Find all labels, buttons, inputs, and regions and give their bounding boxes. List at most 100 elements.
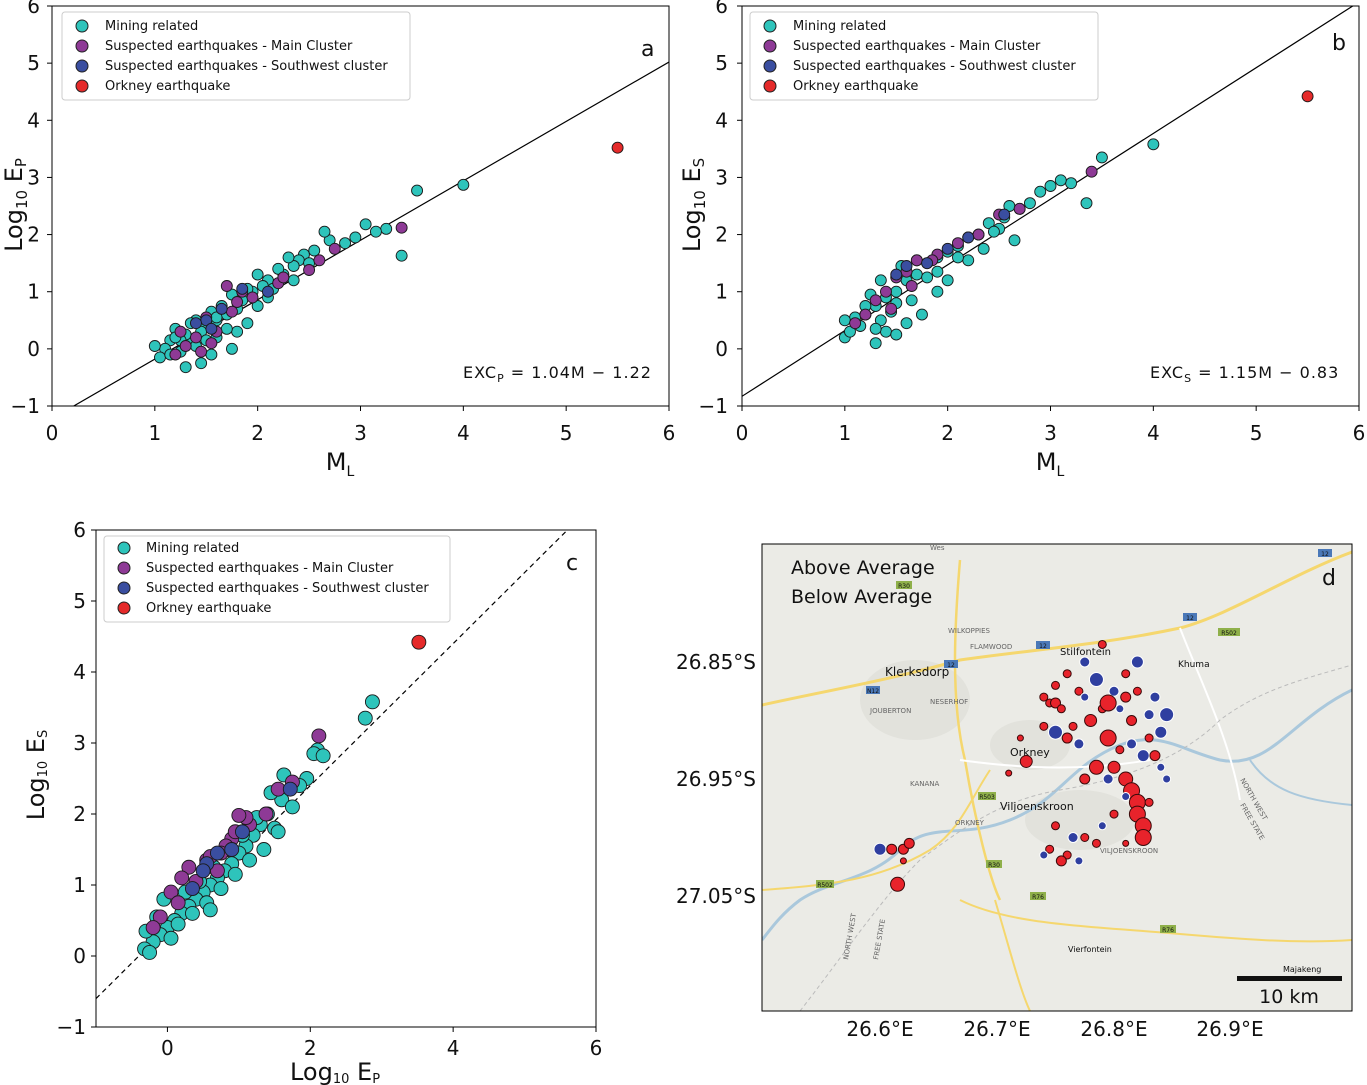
map-event-below-20 (1050, 697, 1061, 709)
y-axis-label-c: Log10 ES (22, 730, 51, 820)
data-point-b-suspected-earthquakes-southwest-cluster-2 (941, 242, 954, 255)
data-point-b-suspected-earthquakes-main-cluster-14 (905, 280, 918, 292)
data-point-a-mining-related-19 (251, 268, 264, 281)
map-event-above-17 (1149, 691, 1161, 703)
data-point-b-mining-related-0 (1147, 138, 1160, 151)
data-point-c-suspected-earthquakes-main-cluster-8 (231, 807, 247, 823)
panel-label-b: b (1332, 31, 1346, 56)
data-point-b-suspected-earthquakes-southwest-cluster-1 (962, 231, 975, 244)
legend-marker-mining-c (117, 541, 131, 555)
data-point-a-suspected-earthquakes-main-cluster-3 (303, 264, 316, 276)
legend-marker-sw-c (117, 581, 131, 595)
panel-b: 0 1 2 3 4 5 6 −1 0 1 2 3 4 5 6 Mining related Suspecte… (678, 0, 1365, 480)
map-event-below-42 (1016, 734, 1024, 742)
data-point-c-suspected-earthquakes-southwest-cluster-1 (234, 824, 250, 840)
road-shield-label-4: R76 (1032, 894, 1044, 901)
data-point-a-mining-related-1 (411, 184, 424, 197)
data-point-a-suspected-earthquakes-southwest-cluster-4 (205, 322, 218, 335)
map-event-above-29 (1154, 725, 1168, 739)
map-legend-below: Below Average (791, 586, 932, 608)
plot-area-b (742, 6, 1354, 397)
lon-label-3: 26.9°E (1196, 1017, 1263, 1041)
map-event-below-54 (1134, 829, 1152, 846)
scale-bar (1237, 976, 1342, 981)
road-shield-label-11: N12 (867, 688, 879, 695)
legend-a: Mining related Suspected earthquakes - M… (61, 11, 411, 101)
map-event-above-35 (1073, 738, 1085, 750)
map-event-below-48 (1107, 760, 1121, 774)
data-point-b-mining-related-43 (977, 242, 990, 255)
map-event-below-37 (1115, 745, 1125, 755)
data-point-a-suspected-earthquakes-main-cluster-15 (277, 271, 290, 284)
data-point-b-mining-related-26 (838, 314, 851, 327)
map-event-below-6 (1097, 639, 1107, 649)
legend-marker-main-c (117, 561, 131, 575)
lon-label-0: 26.6°E (846, 1017, 913, 1041)
data-point-b-mining-related-5 (1044, 180, 1057, 192)
road-shield-5 (1160, 925, 1176, 933)
map-event-below-30 (1084, 714, 1098, 727)
road-south (994, 899, 1031, 1011)
data-point-b-mining-related-53 (952, 251, 964, 264)
data-point-c-suspected-earthquakes-southwest-cluster-2 (224, 842, 240, 857)
x-tick-label-a-5: 5 (560, 421, 573, 445)
data-point-c-mining-related-33 (213, 881, 229, 896)
road-shield-label-2: R503 (979, 794, 995, 801)
legend-label-mining-a: Mining related (105, 19, 198, 34)
road-shield-label-1: R502 (817, 882, 833, 889)
data-point-c-mining-related-30 (170, 916, 186, 932)
data-point-a-mining-related-54 (220, 322, 233, 335)
map-event-below-21 (1056, 704, 1066, 714)
place-name-11: JOUBERTON (869, 707, 911, 715)
y-tick-label-b-2: 1 (715, 280, 728, 304)
data-point-a-mining-related-42 (205, 348, 218, 361)
map-lon-labels: 26.6°E 26.7°E 26.8°E 26.9°E (846, 1017, 1263, 1041)
map-event-above-14 (1108, 685, 1120, 697)
legend-marker-orkney-c (117, 601, 131, 615)
data-point-a-mining-related-3 (380, 222, 393, 235)
data-point-b-suspected-earthquakes-southwest-cluster-0 (998, 208, 1011, 221)
data-point-c-mining-related-37 (270, 824, 286, 840)
data-point-b-mining-related-32 (916, 308, 928, 321)
data-point-b-suspected-earthquakes-southwest-cluster-5 (890, 268, 903, 281)
road-shield-label-5: R76 (1162, 927, 1174, 934)
road-shield-label-3: R30 (988, 862, 1000, 869)
panel-label-a: a (641, 37, 654, 62)
river (762, 688, 1352, 941)
map-event-below-63 (1045, 844, 1055, 854)
data-point-c-suspected-earthquakes-southwest-cluster-6 (195, 863, 211, 879)
map-event-below-11 (1062, 669, 1072, 679)
map-event-below-57 (1109, 809, 1119, 819)
legend-marker-mining-a (75, 19, 89, 33)
road-shield-2 (978, 792, 996, 800)
data-point-b-mining-related-29 (880, 325, 892, 338)
data-point-b-mining-related-52 (869, 322, 882, 335)
place-name-12: KANANA (910, 780, 940, 788)
x-tick-label-a-3: 3 (354, 421, 367, 445)
data-point-c-suspected-earthquakes-southwest-cluster-5 (184, 881, 200, 896)
data-point-c-suspected-earthquakes-main-cluster-14 (152, 909, 168, 925)
y-tick-label-c-5: 4 (73, 660, 86, 684)
legend-box-a (61, 11, 411, 101)
road-shield-11 (866, 686, 880, 694)
map-frame (761, 543, 1353, 1012)
y-axis-label-b: Log10 ES (678, 158, 709, 252)
road-shield-6 (1218, 628, 1240, 636)
map-event-below-70 (1122, 839, 1130, 847)
data-point-a-orkney-earthquake-0 (611, 141, 624, 154)
data-point-a-suspected-earthquakes-main-cluster-16 (205, 337, 218, 350)
data-point-a-suspected-earthquakes-southwest-cluster-1 (215, 302, 228, 315)
map-event-above-32 (1048, 724, 1063, 740)
road-shield-3 (986, 860, 1002, 868)
data-point-a-mining-related-39 (148, 340, 161, 352)
data-point-b-mining-related-36 (1008, 234, 1021, 247)
x-tick-label-a-1: 1 (148, 421, 161, 445)
map-event-below-56 (1144, 797, 1154, 807)
road-shield-label-10: 12 (947, 662, 955, 669)
place-name-4: Orkney (1010, 746, 1050, 759)
map-legend-above: Above Average (791, 557, 935, 579)
legend-marker-sw-a (75, 59, 89, 73)
y-tick-label-a-2: 1 (27, 280, 40, 304)
map-event-below-44 (1005, 769, 1013, 777)
